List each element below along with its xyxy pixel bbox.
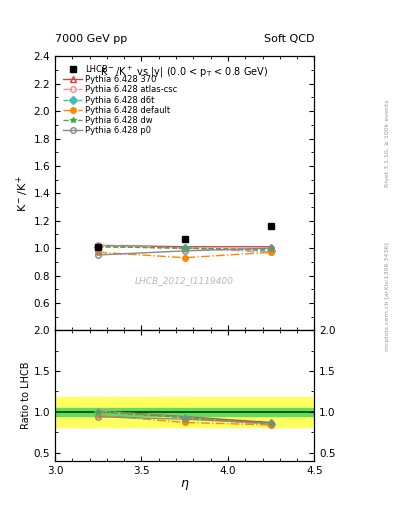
Text: K$^-$/K$^+$ vs |y| (0.0 < p$_\mathrm{T}$ < 0.8 GeV): K$^-$/K$^+$ vs |y| (0.0 < p$_\mathrm{T}$… — [101, 65, 269, 80]
Bar — [55, 397, 314, 426]
Text: 7000 GeV pp: 7000 GeV pp — [55, 33, 127, 44]
Text: LHCB_2012_I1119400: LHCB_2012_I1119400 — [135, 276, 234, 286]
Text: Soft QCD: Soft QCD — [264, 33, 314, 44]
Y-axis label: Ratio to LHCB: Ratio to LHCB — [21, 362, 31, 429]
Y-axis label: K$^-$/K$^+$: K$^-$/K$^+$ — [15, 175, 31, 212]
Bar — [55, 408, 314, 416]
Legend: LHCB, Pythia 6.428 370, Pythia 6.428 atlas-csc, Pythia 6.428 d6t, Pythia 6.428 d: LHCB, Pythia 6.428 370, Pythia 6.428 atl… — [62, 63, 179, 137]
Text: mcplots.cern.ch [arXiv:1306.3436]: mcplots.cern.ch [arXiv:1306.3436] — [385, 243, 389, 351]
X-axis label: $\eta$: $\eta$ — [180, 478, 189, 493]
Text: Rivet 3.1.10, ≥ 100k events: Rivet 3.1.10, ≥ 100k events — [385, 99, 389, 187]
